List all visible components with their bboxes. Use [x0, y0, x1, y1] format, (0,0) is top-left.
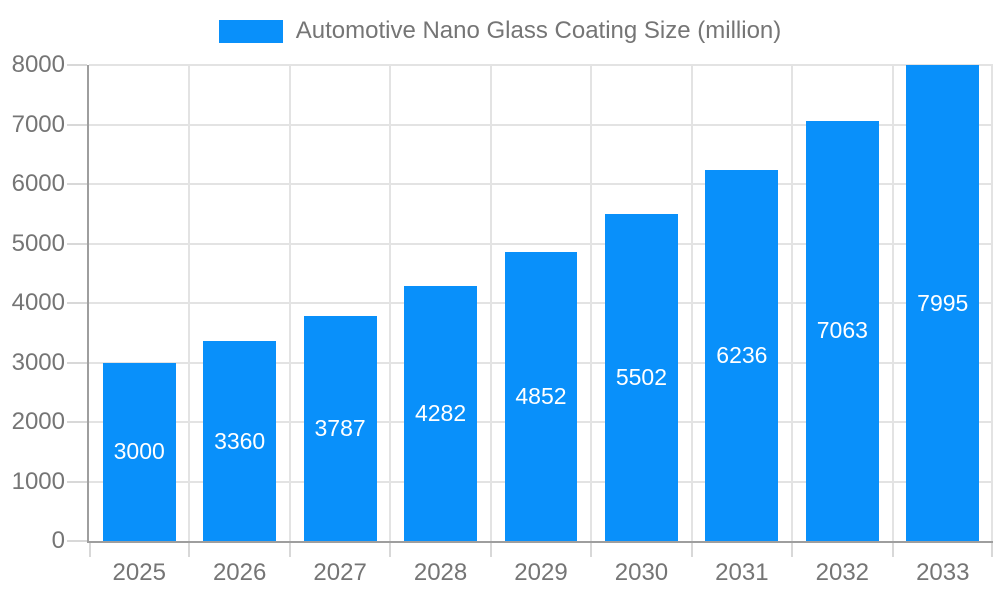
bar-value-label: 5502 [615, 363, 668, 390]
y-tick-label: 1000 [11, 467, 65, 495]
x-tick-label: 2029 [514, 559, 568, 586]
gridline-vertical [991, 65, 993, 541]
y-tick-mark [67, 242, 87, 245]
gridline-vertical [489, 65, 492, 541]
bar-2032[interactable]: 7063 [805, 120, 879, 541]
x-tick-mark [288, 543, 291, 557]
x-tick-mark [89, 543, 91, 557]
gridline-vertical [288, 65, 291, 541]
y-tick-mark [67, 361, 87, 364]
x-tick-label: 2026 [212, 559, 267, 586]
x-tick-mark [891, 543, 894, 557]
gridline-vertical [188, 65, 191, 541]
x-tick-mark [690, 543, 693, 557]
y-tick-mark [67, 123, 87, 126]
y-tick-label: 6000 [11, 170, 65, 197]
legend-swatch [218, 19, 283, 43]
bar-value-label: 4852 [515, 383, 567, 410]
gridline-vertical [791, 65, 794, 541]
bar-2026[interactable]: 3360 [203, 341, 277, 541]
x-tick-label: 2030 [614, 559, 669, 586]
bar-2031[interactable]: 6236 [705, 169, 779, 541]
y-tick-mark [67, 540, 87, 542]
bar-2025[interactable]: 3000 [102, 362, 176, 541]
gridline-vertical [690, 65, 693, 541]
x-tick-mark [489, 543, 492, 557]
y-tick-label: 2000 [11, 408, 65, 435]
y-tick-mark [67, 480, 87, 483]
gridline-horizontal [89, 64, 993, 66]
bar-value-label: 3787 [314, 414, 366, 441]
y-tick-mark [67, 302, 87, 304]
gridline-vertical [389, 65, 392, 541]
x-tick-mark [791, 543, 794, 557]
gridline-horizontal [89, 123, 993, 126]
gridline-horizontal [89, 242, 993, 245]
x-tick-label: 2032 [815, 559, 870, 586]
y-tick-label: 3000 [11, 348, 65, 376]
legend-label: Automotive Nano Glass Coating Size (mill… [295, 17, 782, 44]
legend: Automotive Nano Glass Coating Size (mill… [0, 17, 1000, 45]
bar-2033[interactable]: 7995 [906, 65, 980, 541]
legend-item[interactable]: Automotive Nano Glass Coating Size (mill… [218, 17, 782, 45]
y-tick-mark [67, 421, 87, 423]
x-tick-label: 2028 [413, 559, 468, 586]
bar-value-label: 7995 [917, 289, 969, 316]
y-tick-mark [67, 183, 87, 185]
gridline-vertical [590, 65, 593, 541]
x-tick-mark [590, 543, 593, 557]
bar-2027[interactable]: 3787 [303, 315, 377, 541]
bar-value-label: 4282 [414, 400, 467, 427]
plot-area: 0 1000 2000 3000 4000 5000 6000 7000 8000 3000 336… [12, 51, 993, 586]
x-tick-label: 2033 [916, 559, 970, 586]
bar-value-label: 7063 [816, 317, 868, 344]
bar-2028[interactable]: 4282 [404, 286, 477, 541]
y-tick-label: 4000 [11, 289, 65, 316]
y-tick-mark [67, 64, 87, 66]
gridline-vertical [891, 65, 894, 541]
y-tick-label: 0 [51, 527, 65, 554]
bar-value-label: 3000 [113, 438, 165, 465]
x-tick-mark [991, 543, 993, 557]
gridline-horizontal [89, 183, 993, 185]
x-tick-label: 2027 [313, 559, 367, 586]
x-tick-label: 2031 [715, 559, 769, 586]
bar-value-label: 3360 [214, 427, 266, 454]
bar-2029[interactable]: 4852 [504, 252, 578, 541]
x-tick-mark [389, 543, 392, 557]
bar-value-label: 6236 [716, 341, 768, 368]
bar-2030[interactable]: 5502 [605, 213, 678, 541]
x-tick-mark [188, 543, 191, 557]
y-tick-label: 7000 [11, 110, 65, 138]
y-tick-label: 8000 [11, 51, 65, 78]
y-tick-label: 5000 [11, 229, 65, 257]
x-tick-label: 2025 [112, 559, 166, 586]
